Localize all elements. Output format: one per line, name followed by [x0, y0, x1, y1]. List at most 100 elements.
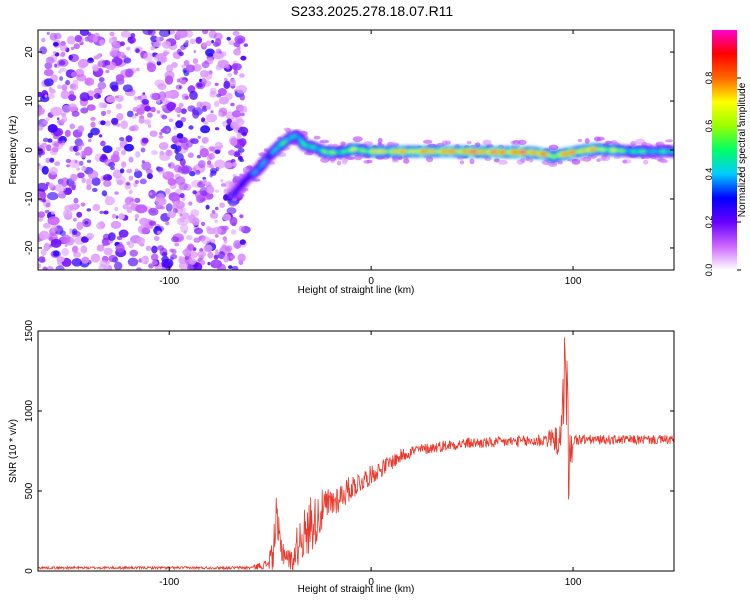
noise-blob [94, 93, 101, 99]
noise-blob [86, 178, 93, 186]
noise-blob [214, 82, 219, 86]
noise-blob [174, 201, 179, 206]
noise-blob [40, 142, 48, 148]
noise-blob [93, 87, 103, 95]
noise-blob [158, 91, 167, 101]
spectrogram-heatmap [38, 30, 674, 270]
ridge-halo [363, 141, 374, 146]
noise-blob [48, 182, 54, 189]
y-tick-label: -10 [24, 191, 35, 206]
noise-blob [173, 126, 178, 130]
noise-blob [155, 36, 160, 42]
noise-blob [72, 246, 78, 253]
ridge-halo [630, 141, 637, 146]
noise-blob [76, 211, 83, 218]
noise-blob [226, 36, 231, 41]
noise-blob [129, 125, 136, 132]
noise-blob [47, 216, 60, 226]
ridge-halo [484, 156, 492, 161]
ridge-halo [319, 139, 330, 144]
noise-blob [59, 44, 68, 52]
noise-blob [205, 40, 212, 47]
noise-blob [164, 91, 172, 99]
x-tick-label: -100 [159, 577, 179, 588]
noise-blob [43, 69, 54, 77]
noise-blob [111, 117, 119, 125]
noise-blob [61, 84, 68, 91]
noise-blob [240, 55, 247, 61]
noise-blob [81, 177, 86, 184]
noise-blob [141, 98, 149, 105]
noise-blob [228, 149, 236, 156]
noise-blob [185, 40, 189, 44]
noise-blob [128, 189, 133, 195]
noise-blob [125, 196, 136, 206]
noise-blob [206, 185, 215, 194]
noise-blob [73, 43, 81, 50]
noise-blob [80, 107, 89, 114]
noise-blob [99, 220, 105, 227]
noise-blob [178, 102, 184, 108]
noise-blob [192, 109, 200, 119]
noise-blob [209, 212, 219, 219]
noise-blob [239, 239, 246, 245]
noise-blob [189, 38, 196, 45]
noise-blob [78, 60, 87, 69]
noise-blob [56, 117, 60, 121]
noise-blob [74, 160, 78, 164]
noise-blob [60, 67, 66, 72]
y-tick-label: 0 [24, 568, 35, 574]
noise-blob [106, 64, 112, 69]
noise-blob [50, 210, 55, 215]
ridge-halo [313, 135, 321, 140]
noise-blob [115, 243, 125, 253]
noise-blob [71, 110, 80, 117]
noise-blob [179, 213, 183, 217]
noise-blob [143, 52, 154, 62]
noise-blob [207, 261, 211, 266]
noise-blob [233, 69, 238, 75]
noise-blob [178, 51, 184, 56]
noise-blob [174, 107, 180, 113]
noise-blob [217, 88, 227, 96]
noise-blob [151, 260, 158, 266]
noise-blob [38, 147, 44, 156]
noise-blob [178, 136, 188, 144]
noise-blob [175, 120, 184, 129]
ridge-halo [445, 140, 451, 145]
noise-blob [224, 77, 228, 82]
noise-blob [226, 207, 237, 215]
noise-blob [221, 244, 227, 249]
noise-blob [58, 191, 63, 194]
noise-blob [57, 58, 69, 67]
noise-blob [161, 258, 174, 269]
noise-blob [38, 163, 41, 167]
noise-blob [38, 256, 46, 263]
noise-blob [222, 225, 229, 231]
noise-blob [174, 242, 180, 247]
ridge-halo [320, 156, 328, 163]
noise-blob [170, 144, 178, 150]
noise-blob [57, 84, 62, 90]
noise-blob [50, 238, 62, 248]
ridge-halo [579, 157, 587, 162]
ridge-halo [493, 158, 500, 163]
noise-blob [150, 253, 159, 261]
noise-blob [220, 179, 224, 183]
noise-blob [208, 146, 215, 152]
noise-blob [202, 105, 208, 112]
noise-blob [118, 229, 129, 238]
colorbar-tick-label: 0.4 [704, 168, 714, 181]
noise-blob [45, 202, 51, 208]
noise-blob [193, 50, 197, 54]
noise-blob [49, 236, 53, 241]
noise-blob [239, 105, 248, 113]
noise-blob [157, 83, 167, 90]
noise-blob [187, 152, 194, 158]
noise-blob [122, 203, 129, 210]
ridge-halo [229, 202, 237, 207]
noise-blob [133, 182, 138, 188]
noise-blob [161, 105, 166, 109]
noise-blob [92, 203, 101, 212]
noise-blob [90, 253, 101, 263]
